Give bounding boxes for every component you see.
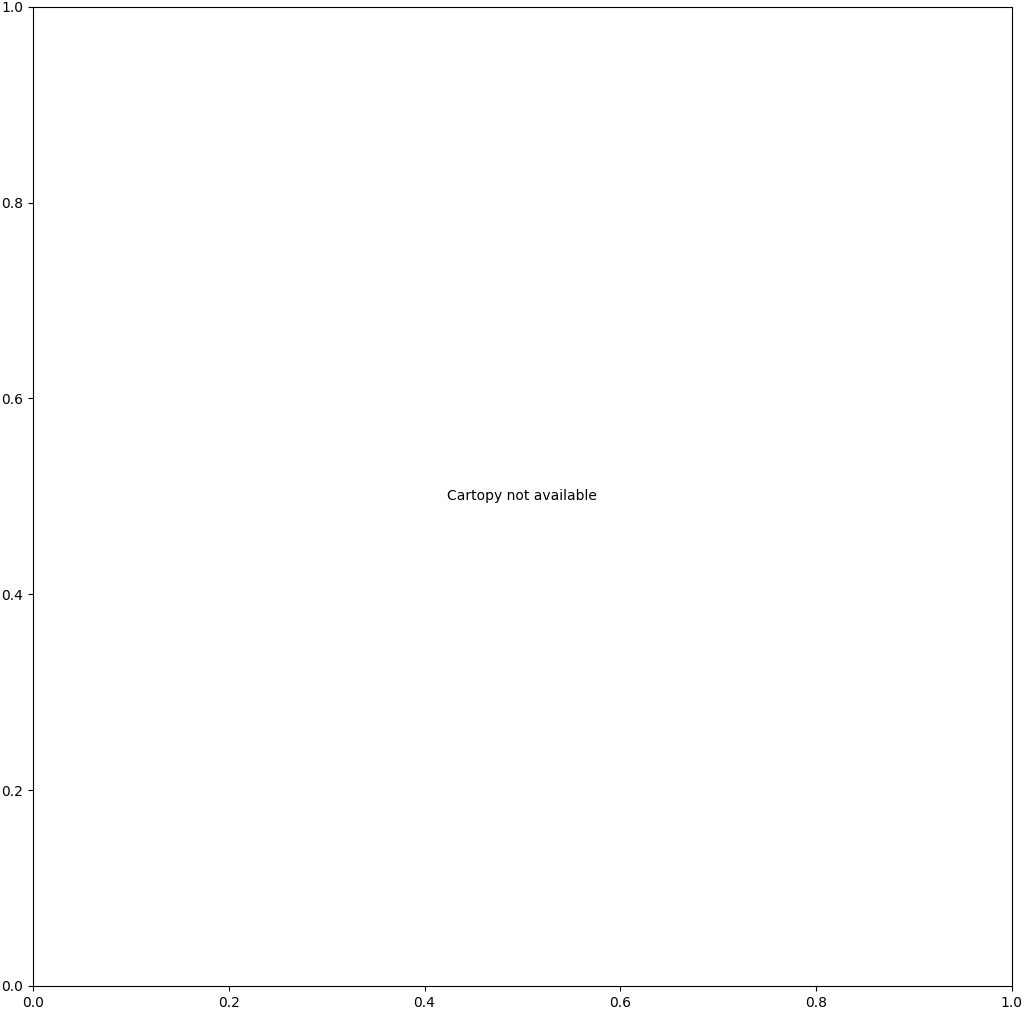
Text: Cartopy not available: Cartopy not available bbox=[447, 489, 597, 503]
